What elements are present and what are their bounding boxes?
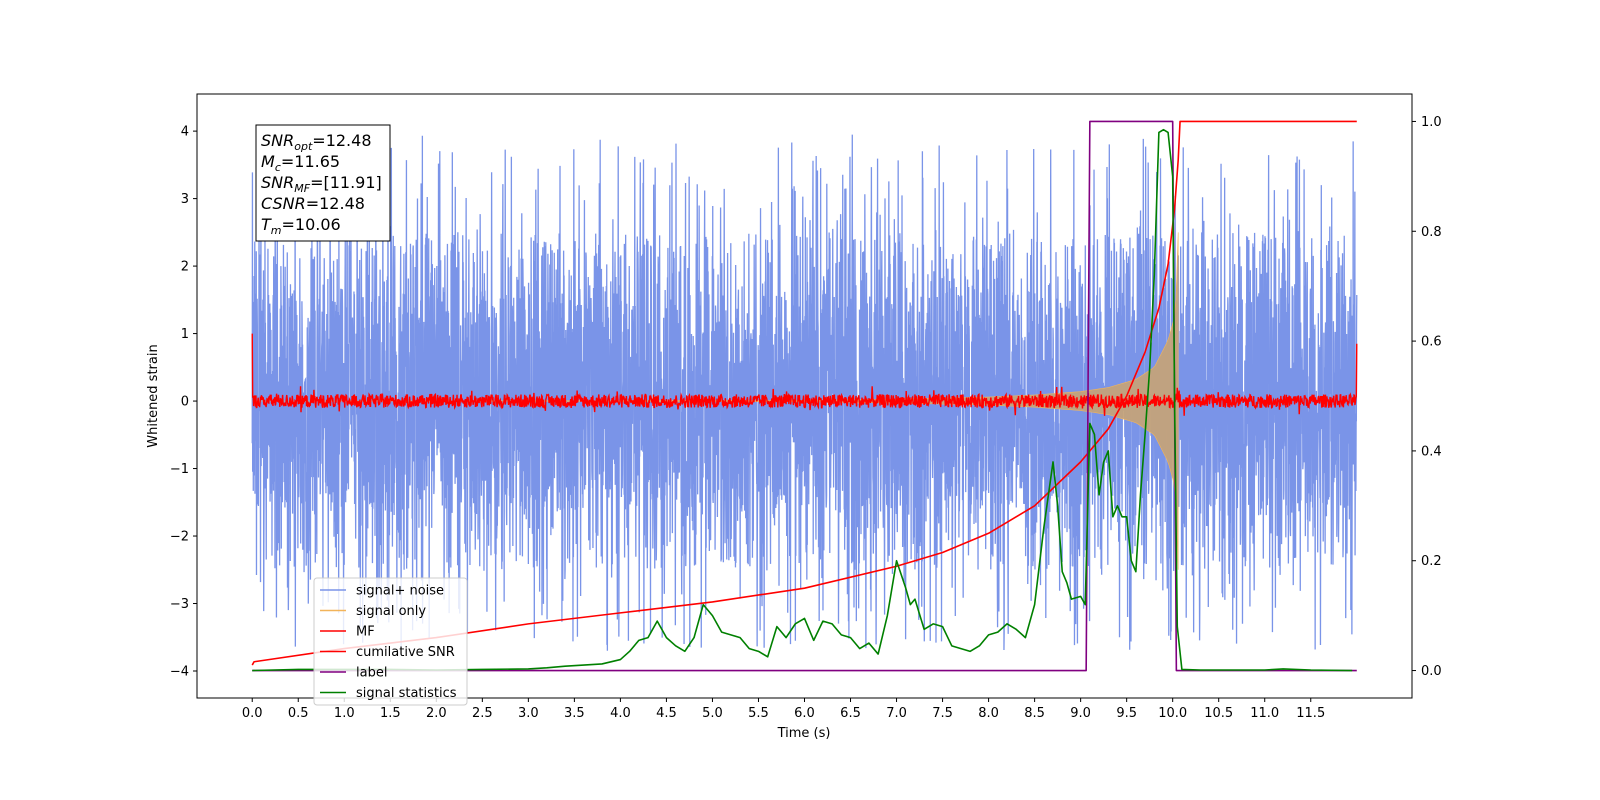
- stats-line: CSNR=12.48: [261, 194, 365, 213]
- legend-label: signal+ noise: [356, 584, 444, 599]
- legend-label: label: [356, 666, 387, 681]
- x-tick-label: 10.0: [1158, 706, 1187, 721]
- stats-box-frame: [255, 124, 391, 242]
- y-tick-label: −3: [170, 597, 189, 612]
- legend-label: cumilative SNR: [356, 645, 455, 660]
- stats-line: Tm=10.06: [261, 215, 341, 237]
- y-tick-label: 1: [181, 327, 189, 342]
- x-tick-label: 1.0: [334, 706, 355, 721]
- legend: signal+ noise signal only MF cumilative SNR…: [313, 577, 468, 706]
- legend-item: label: [320, 666, 387, 681]
- y2-tick-label: 0.0: [1421, 664, 1442, 679]
- y2-tick-label: 0.8: [1421, 225, 1442, 240]
- x-tick-label: 1.5: [380, 706, 401, 721]
- y2-tick-label: 0.6: [1421, 335, 1442, 350]
- stats-line: Mc=11.65: [261, 152, 340, 174]
- x-tick-label: 0.5: [288, 706, 309, 721]
- x-tick-label: 9.5: [1116, 706, 1137, 721]
- legend-label: MF: [356, 625, 375, 640]
- y2-tick-label: 1.0: [1421, 115, 1442, 130]
- x-tick-label: 3.5: [564, 706, 585, 721]
- y-tick-label: 4: [181, 125, 189, 140]
- legend-frame: [313, 577, 468, 706]
- legend-item: MF: [320, 625, 375, 640]
- legend-item: signal+ noise: [320, 584, 444, 599]
- x-tick-label: 10.5: [1204, 706, 1233, 721]
- y2-tick-label: 0.2: [1421, 554, 1442, 569]
- x-tick-label: 7.0: [886, 706, 907, 721]
- y-axis-title: Whitened strain: [146, 344, 161, 447]
- x-tick-label: 4.5: [656, 706, 677, 721]
- y-tick-label: 0: [181, 395, 189, 410]
- y-tick-label: −1: [170, 462, 189, 477]
- x-tick-label: 0.0: [242, 706, 263, 721]
- x-tick-label: 2.0: [426, 706, 447, 721]
- x-tick-label: 5.0: [702, 706, 723, 721]
- x-tick-label: 6.5: [840, 706, 861, 721]
- stats-line: SNRMF=[11.91]: [261, 173, 382, 195]
- y-tick-label: −2: [170, 530, 189, 545]
- stats-line: SNRopt=12.48: [261, 131, 372, 153]
- x-tick-label: 3.0: [518, 706, 539, 721]
- x-tick-label: 5.5: [748, 706, 769, 721]
- legend-label: signal statistics: [356, 686, 457, 701]
- series-layer: [251, 120, 1358, 672]
- legend-item: cumilative SNR: [320, 645, 455, 660]
- x-tick-label: 6.0: [794, 706, 815, 721]
- series-signal-statistics: [252, 128, 1353, 672]
- x-tick-label: 8.5: [1024, 706, 1045, 721]
- x-tick-label: 8.0: [978, 706, 999, 721]
- x-tick-label: 7.5: [932, 706, 953, 721]
- x-tick-label: 9.0: [1070, 706, 1091, 721]
- x-axis-title: Time (s): [777, 726, 831, 741]
- legend-item: signal only: [320, 604, 426, 619]
- y-tick-label: 2: [181, 260, 189, 275]
- y-tick-label: 3: [181, 192, 189, 207]
- stats-box: SNRopt=12.48Mc=11.65SNRMF=[11.91]CSNR=12…: [255, 124, 391, 242]
- series-cumulative-snr: [251, 120, 1357, 666]
- x-axis: 0.0 0.5 1.0 1.5 2.0 2.5 3.0 3.5 4.0 4.5 5.0 5.5 6.0 6…: [242, 698, 1325, 721]
- x-tick-label: 11.0: [1250, 706, 1279, 721]
- x-tick-label: 4.0: [610, 706, 631, 721]
- series-mf: [251, 333, 1358, 416]
- y-axis-right: 0.0 0.2 0.4 0.6 0.8 1.0: [1412, 115, 1442, 679]
- y-tick-label: −4: [170, 665, 189, 680]
- legend-item: signal statistics: [320, 686, 457, 701]
- y-axis-left: −4 −3 −2 −1 0 1 2 3 4: [170, 125, 197, 680]
- x-tick-label: 11.5: [1296, 706, 1325, 721]
- x-tick-label: 2.5: [472, 706, 493, 721]
- y2-tick-label: 0.4: [1421, 444, 1442, 459]
- legend-label: signal only: [356, 604, 426, 619]
